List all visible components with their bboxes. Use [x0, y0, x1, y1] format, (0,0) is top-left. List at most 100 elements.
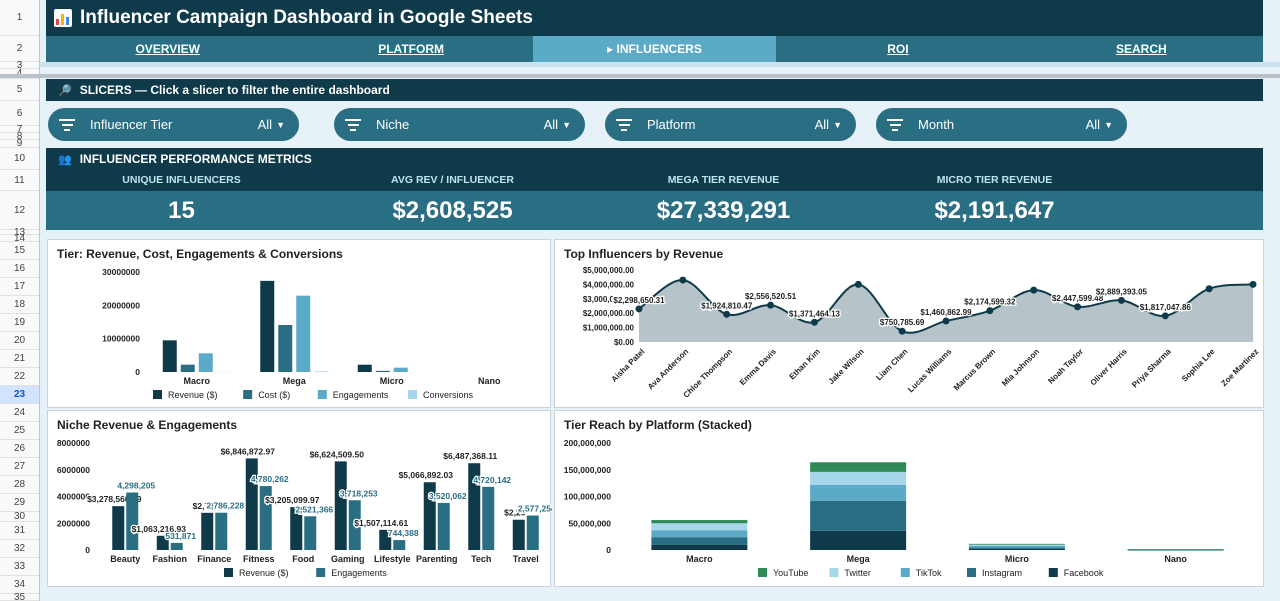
tier-chart-title: Tier: Revenue, Cost, Engagements & Conve…	[57, 247, 343, 261]
data-point	[854, 280, 862, 288]
slicer-month[interactable]: Month All ▼	[876, 108, 1127, 141]
row-number[interactable]: 26	[0, 440, 39, 458]
row-number[interactable]: 16	[0, 260, 39, 278]
y-tick-label: $1,000,000.00	[583, 324, 635, 333]
x-tick-label: Marcus Brown	[952, 347, 997, 392]
slicer-platform[interactable]: Platform All ▼	[605, 108, 856, 141]
data-point	[986, 307, 994, 315]
stacked-bar-segment	[810, 500, 907, 531]
bar	[201, 512, 214, 550]
row-number[interactable]: 27	[0, 458, 39, 476]
top-influencers-panel[interactable]: Top Influencers by Revenue $0.00 $1,000,0…	[554, 239, 1264, 408]
data-label: 3,718,253	[340, 488, 378, 498]
row-number[interactable]: 23	[0, 386, 39, 404]
row-number[interactable]: 19	[0, 314, 39, 332]
x-tick-label: Nano	[1164, 554, 1187, 564]
row-number[interactable]: 24	[0, 404, 39, 422]
freeze-divider[interactable]	[0, 74, 1280, 78]
row-number[interactable]: 1	[0, 0, 39, 36]
row-number[interactable]: 33	[0, 558, 39, 576]
row-number[interactable]: 7	[0, 124, 39, 135]
data-label: $1,507,114.61	[354, 518, 408, 528]
data-point	[1161, 312, 1169, 320]
kpi-label-unique-influencers: UNIQUE INFLUENCERS	[122, 174, 241, 186]
row-number[interactable]: 22	[0, 368, 39, 386]
slicer-label: Month	[918, 117, 955, 132]
row-number[interactable]: 6	[0, 101, 39, 126]
x-tick-label: Ethan Kim	[788, 347, 822, 381]
kpi-label-mega-revenue: MEGA TIER REVENUE	[667, 174, 780, 186]
nav-platform[interactable]: PLATFORM	[378, 42, 444, 56]
metrics-header-text: INFLUENCER PERFORMANCE METRICS	[79, 152, 312, 166]
tier-chart-panel[interactable]: Tier: Revenue, Cost, Engagements & Conve…	[47, 239, 551, 408]
bar	[375, 370, 390, 372]
nav-influencers[interactable]: ▸ INFLUENCERS	[532, 36, 777, 62]
top-influencers-chart: $0.00 $1,000,000.00 $2,000,000.00 $3,000,00…	[583, 266, 1261, 400]
row-number[interactable]: 12	[0, 191, 39, 230]
data-label: 531,871	[165, 531, 196, 541]
row-number[interactable]: 34	[0, 576, 39, 594]
bar	[379, 529, 392, 550]
row-number[interactable]: 4	[0, 68, 39, 79]
row-number[interactable]: 35	[0, 592, 39, 601]
data-label: $2,298,650.31	[613, 296, 665, 305]
row-number[interactable]: 17	[0, 278, 39, 296]
x-tick-label: Macro	[183, 376, 210, 386]
row-number[interactable]: 21	[0, 350, 39, 368]
bar	[512, 519, 525, 550]
nav-overview[interactable]: OVERVIEW	[135, 42, 200, 56]
data-label: 744,388	[388, 528, 419, 538]
slicer-niche[interactable]: Niche All ▼	[334, 108, 585, 141]
data-label: $2,447,599.48	[1052, 294, 1104, 303]
data-label: $2,174,599.32	[964, 298, 1016, 307]
row-number[interactable]: 30	[0, 511, 39, 522]
filter-icon	[886, 118, 904, 131]
stacked-bar-segment	[651, 544, 748, 550]
row-number[interactable]: 11	[0, 170, 39, 191]
row-number[interactable]: 9	[0, 138, 39, 149]
row-number[interactable]: 31	[0, 522, 39, 540]
row-number[interactable]: 25	[0, 422, 39, 440]
metrics-header: 👥 INFLUENCER PERFORMANCE METRICS	[46, 148, 1263, 170]
row-number[interactable]: 8	[0, 131, 39, 142]
row-number[interactable]: 5	[0, 79, 39, 101]
stacked-bar-segment	[651, 523, 748, 531]
magnifier-icon: 🔎	[58, 84, 72, 97]
nav-roi[interactable]: ROI	[887, 42, 909, 56]
x-tick-label: Tech	[471, 554, 491, 564]
legend-swatch	[153, 390, 162, 399]
people-icon: 👥	[58, 153, 72, 166]
row-number[interactable]: 14	[0, 233, 39, 244]
data-label: $750,785.69	[880, 318, 925, 327]
row-number[interactable]: 10	[0, 148, 39, 170]
bar	[162, 340, 177, 372]
row-number[interactable]: 20	[0, 332, 39, 350]
x-tick-label: Macro	[686, 554, 713, 564]
row-number[interactable]: 15	[0, 242, 39, 260]
caret-down-icon: ▼	[562, 119, 571, 130]
row-number[interactable]: 3	[0, 60, 39, 71]
stacked-bar-segment	[810, 462, 907, 472]
row-number[interactable]: 29	[0, 494, 39, 512]
reach-chart-panel[interactable]: Tier Reach by Platform (Stacked) 0 50,000…	[554, 410, 1264, 587]
row-number[interactable]: 28	[0, 476, 39, 494]
data-point	[942, 317, 950, 325]
x-tick-label: Travel	[513, 554, 539, 564]
row-number[interactable]: 18	[0, 296, 39, 314]
nav-search[interactable]: SEARCH	[1115, 42, 1167, 56]
legend-label: Revenue ($)	[168, 390, 218, 400]
slicer-influencer-tier[interactable]: Influencer Tier All ▼	[48, 108, 299, 141]
row-number[interactable]: 13	[0, 227, 39, 238]
bar	[393, 540, 406, 550]
row-number[interactable]: 2	[0, 36, 39, 62]
bar	[198, 353, 213, 372]
row-number[interactable]: 32	[0, 540, 39, 558]
stacked-bar-segment	[810, 530, 907, 550]
niche-chart-panel[interactable]: Niche Revenue & Engagements 0 2000000 4000…	[47, 410, 552, 587]
stacked-bar-segment	[810, 484, 907, 501]
bar	[357, 364, 372, 372]
bar-chart-icon	[54, 9, 72, 27]
kpi-value-micro-revenue: $2,191,647	[934, 197, 1055, 224]
kpi-value-unique-influencers: 15	[168, 197, 195, 224]
stacked-bar-segment	[651, 537, 748, 545]
